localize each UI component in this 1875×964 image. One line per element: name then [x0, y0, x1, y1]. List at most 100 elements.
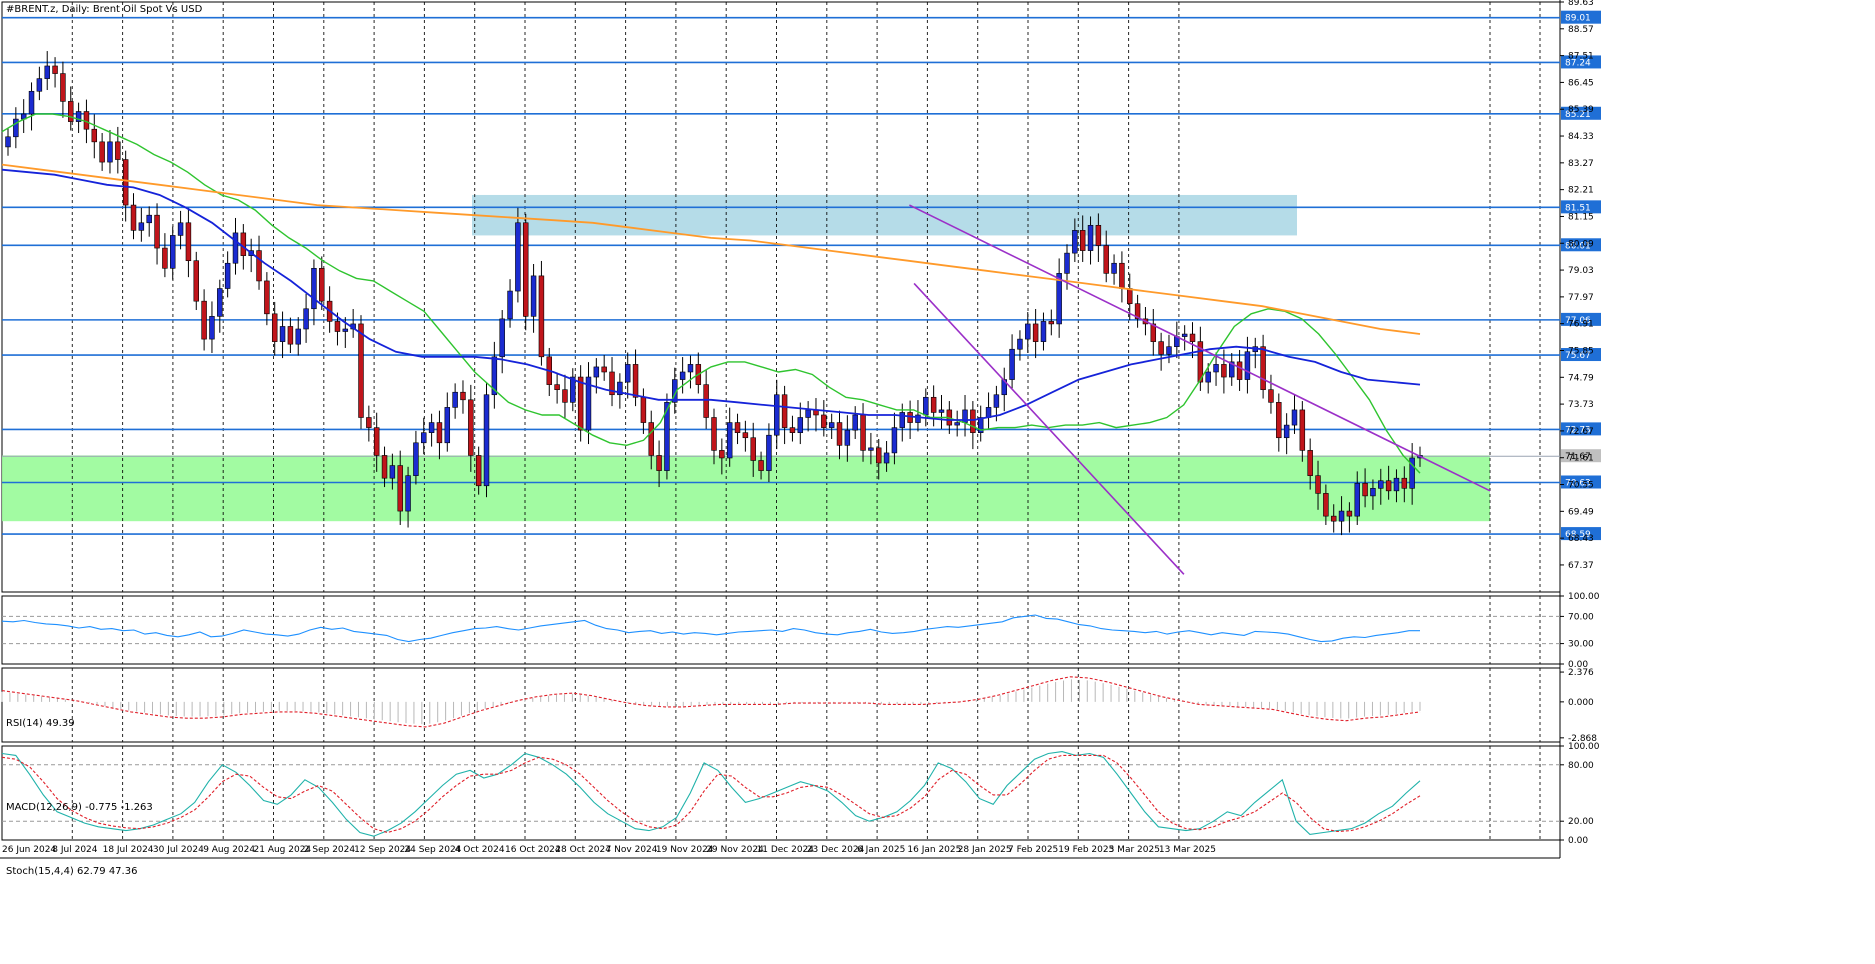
- candle-bull: [483, 394, 490, 487]
- candle-bull: [1072, 230, 1078, 254]
- candle-bull: [452, 391, 458, 408]
- date-label: 16 Oct 2024: [505, 845, 561, 855]
- candle-bear: [1197, 341, 1204, 383]
- candle-bull: [593, 366, 600, 378]
- candle-bear: [1103, 245, 1109, 274]
- candle-bear: [1330, 515, 1337, 522]
- candle-bull: [209, 316, 215, 340]
- level-label: 89.01: [1565, 14, 1591, 24]
- date-label: 23 Dec 2024: [807, 845, 865, 855]
- candle-bull: [28, 90, 35, 115]
- candle-bear: [734, 422, 741, 433]
- sma-50-line: [1, 168, 1421, 421]
- candle-bull: [507, 290, 513, 320]
- level-tag: [1561, 200, 1601, 214]
- candle-bear: [1048, 321, 1055, 325]
- stoch-tick: 80.00: [1568, 761, 1594, 771]
- candle-bull: [389, 465, 396, 479]
- level-label: 68.59: [1565, 530, 1591, 540]
- price-tick: 89.63: [1568, 0, 1594, 8]
- date-label: 30 Jul 2024: [153, 845, 204, 855]
- candle-bear: [750, 437, 756, 461]
- candle-bull: [1354, 482, 1360, 517]
- candle-bear: [836, 422, 843, 446]
- date-label: 26 Jun 2024: [2, 845, 56, 855]
- candle-bull: [1166, 346, 1172, 355]
- candle-bull: [1283, 424, 1290, 439]
- candle-bull: [726, 422, 733, 459]
- candle-bear: [789, 427, 796, 433]
- level-label: 85.21: [1565, 110, 1591, 120]
- candle-bull: [1056, 273, 1062, 325]
- candle-bull: [617, 381, 623, 396]
- candle-bear: [930, 396, 937, 413]
- candle-bear: [860, 414, 866, 451]
- candle-bull: [585, 376, 592, 431]
- candle-bear: [562, 389, 568, 403]
- candle-bull: [570, 376, 576, 403]
- candle-bull: [828, 422, 835, 428]
- price-tick: 84.33: [1568, 132, 1594, 142]
- price-tick: 85.39: [1568, 105, 1594, 115]
- candle-bear: [1315, 475, 1321, 494]
- candle-bull: [232, 232, 239, 264]
- date-label: 16 Jan 2025: [907, 845, 961, 855]
- macd-tick: -2.868: [1568, 734, 1597, 744]
- date-label: 2 Sep 2024: [304, 845, 356, 855]
- level-tag: [1561, 238, 1601, 252]
- candle-bear: [68, 101, 74, 122]
- candle-bear: [468, 399, 474, 456]
- candle-bear: [1346, 510, 1353, 517]
- candle-bull: [852, 414, 858, 431]
- candle-bull: [405, 475, 411, 512]
- candle-bear: [703, 384, 709, 418]
- candle-bull: [954, 422, 960, 426]
- level-label: 75.67: [1565, 351, 1591, 361]
- candle-bear: [1134, 303, 1141, 320]
- price-tick: 71.61: [1568, 454, 1594, 464]
- candle-bull: [1229, 361, 1235, 378]
- candle-bull: [75, 111, 82, 122]
- candle-bull: [342, 328, 349, 332]
- candle-bull: [664, 402, 670, 471]
- price-tick: 70.55: [1568, 481, 1594, 491]
- candle-bear: [154, 214, 160, 249]
- date-label: 18 Jul 2024: [103, 845, 154, 855]
- candle-bull: [413, 442, 419, 476]
- candle-bear: [742, 432, 749, 439]
- candle-bear: [719, 450, 725, 459]
- candle-bear: [1127, 288, 1133, 305]
- candle-bull: [844, 429, 851, 446]
- candle-bear: [240, 232, 247, 256]
- candle-bull: [687, 364, 694, 373]
- candle-bull: [1244, 351, 1251, 380]
- price-tick: 75.85: [1568, 346, 1594, 356]
- candle-bull: [1111, 262, 1117, 274]
- candle-bear: [1362, 482, 1368, 497]
- candle-bull: [44, 65, 50, 79]
- candle-bull: [797, 417, 804, 433]
- candle-bear: [554, 384, 560, 390]
- candle-bull: [499, 318, 505, 358]
- date-label: 12 Sep 2024: [354, 845, 411, 855]
- candle-bear: [287, 326, 294, 345]
- level-label: 80.01: [1565, 241, 1591, 251]
- candle-bull: [13, 118, 19, 138]
- candle-bull: [1378, 480, 1384, 489]
- candle-bull: [295, 328, 301, 345]
- candle-bear: [264, 280, 270, 315]
- candle-bear: [711, 417, 717, 451]
- price-tick: 74.79: [1568, 373, 1594, 383]
- date-label: 4 Oct 2024: [455, 845, 505, 855]
- candle-bull: [899, 412, 905, 428]
- level-label: 77.06: [1565, 316, 1591, 326]
- candle-bull: [428, 422, 435, 433]
- candle-bear: [162, 247, 168, 269]
- candle-bull: [805, 409, 811, 418]
- candle-bull: [1064, 252, 1070, 274]
- date-label: 28 Jan 2025: [958, 845, 1012, 855]
- rsi-label: RSI(14) 49.39: [6, 718, 75, 729]
- level-tag: [1561, 475, 1601, 489]
- date-label: 19 Feb 2025: [1058, 845, 1114, 855]
